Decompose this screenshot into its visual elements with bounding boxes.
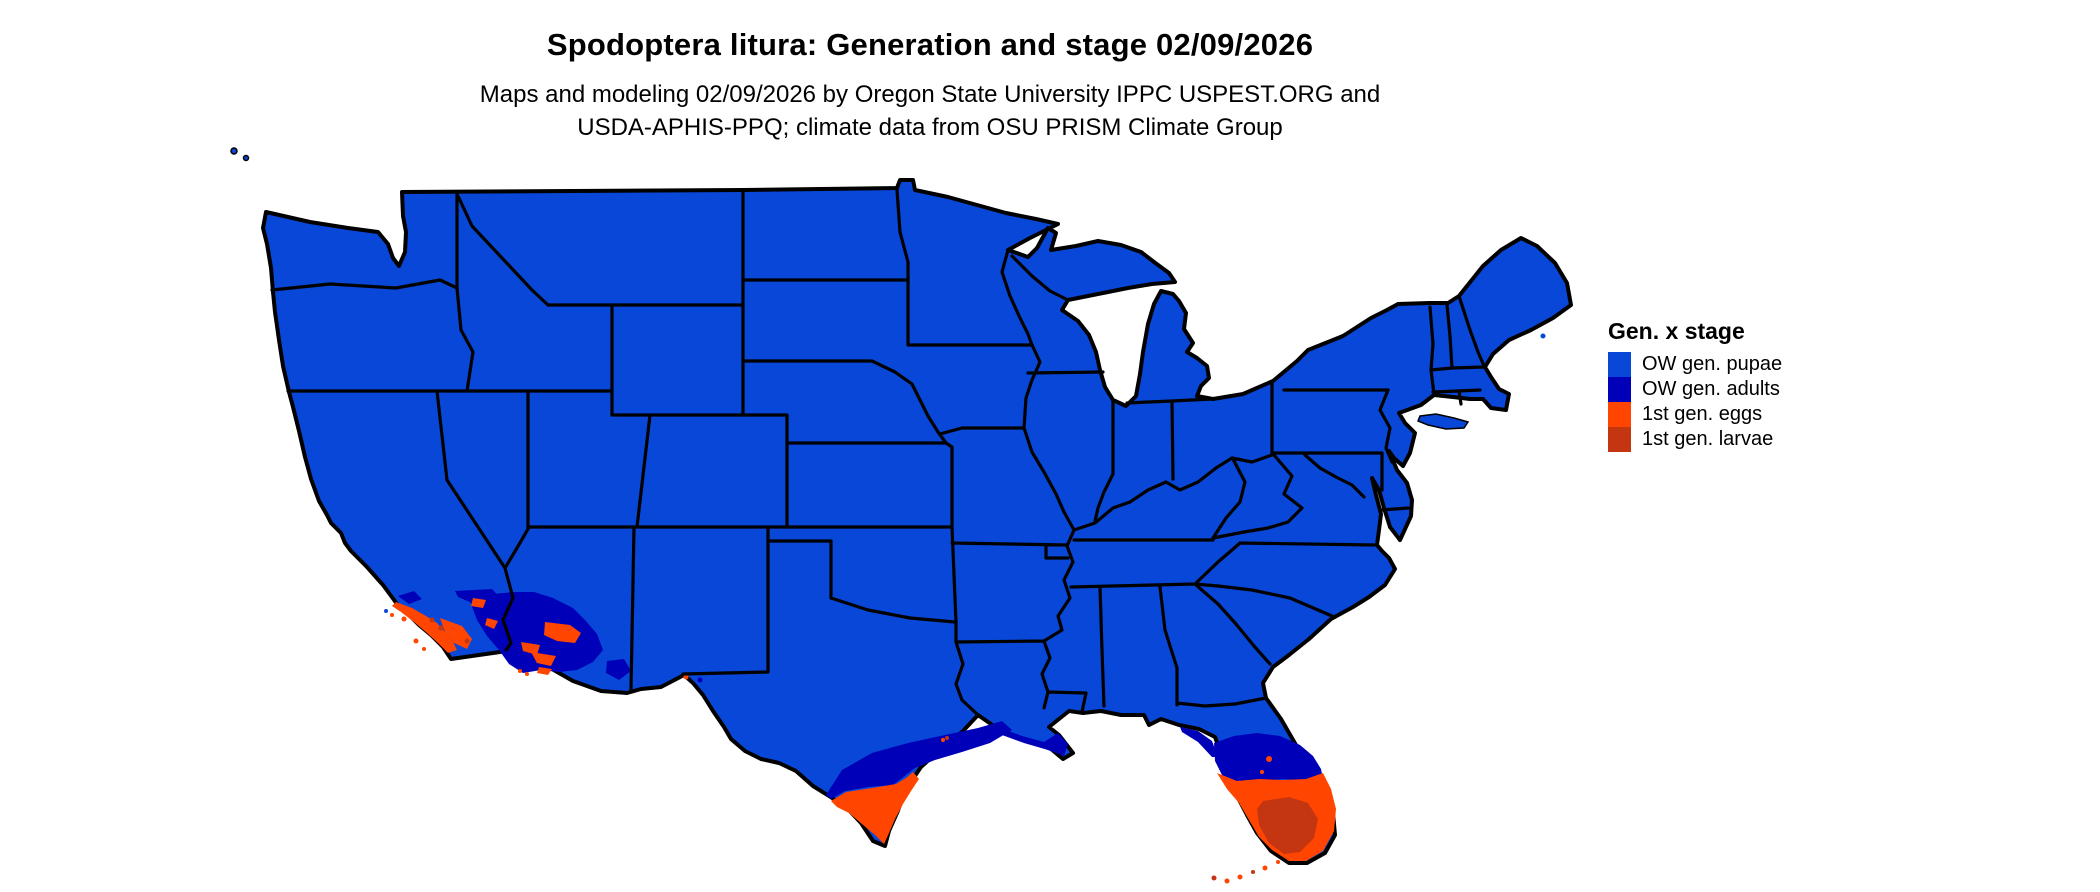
island-speck [1540,333,1546,339]
island-speck [230,147,238,155]
nation-outline [230,147,1573,865]
map-subtitle: Maps and modeling 02/09/2026 by Oregon S… [0,78,1860,144]
legend-label: 1st gen. eggs [1642,403,1763,425]
island-speck [242,154,250,162]
legend-label: 1st gen. larvae [1642,428,1774,450]
regions-ow-adults [398,589,1323,799]
map-subtitle-line2: USDA-APHIS-PPQ; climate data from OSU PR… [577,114,1283,141]
legend-title: Gen. x stage [1608,318,1745,344]
legend-swatch-1st-larvae [1608,427,1631,452]
legend-label: OW gen. adults [1642,378,1780,400]
legend-label: OW gen. pupae [1642,353,1783,375]
island-speck [1525,321,1531,327]
long-island [1417,413,1470,430]
legend-item: OW gen. pupae [1608,352,1782,377]
legend: Gen. x stage OW gen. pupae OW gen. adult… [1608,318,1782,452]
legend-item: 1st gen. larvae [1608,427,1782,452]
map-header: Spodoptera litura: Generation and stage … [0,0,1860,144]
map-subtitle-line1: Maps and modeling 02/09/2026 by Oregon S… [479,81,1381,108]
map-title: Spodoptera litura: Generation and stage … [546,27,1314,62]
state-borders [270,188,1486,716]
regions-first-gen-larvae [429,617,1318,881]
legend-swatch-ow-pupae [1608,352,1631,377]
island-speck [384,609,388,613]
legend-item: OW gen. adults [1608,377,1782,402]
legend-swatch-1st-eggs [1608,402,1631,427]
legend-item: 1st gen. eggs [1608,402,1782,427]
legend-swatch-ow-adults [1608,377,1631,402]
